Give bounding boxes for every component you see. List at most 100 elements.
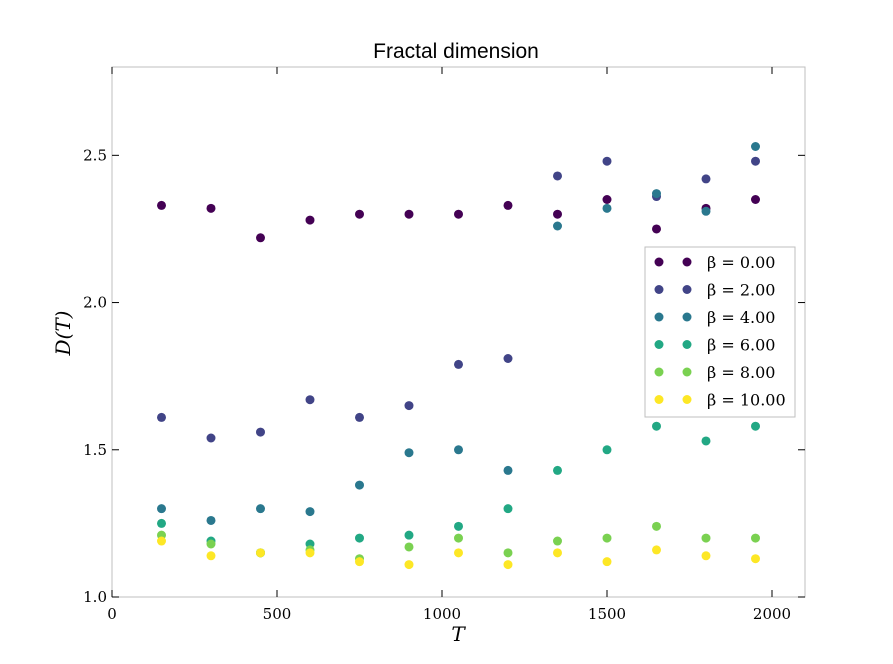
y-tick-label: 1.5 <box>83 441 107 459</box>
data-point <box>355 209 364 219</box>
data-point <box>404 530 414 540</box>
data-point <box>652 521 661 531</box>
legend-marker <box>682 395 692 404</box>
data-point <box>355 557 364 567</box>
data-point <box>157 536 166 546</box>
data-point <box>751 421 760 431</box>
data-point <box>454 533 463 543</box>
legend-marker <box>682 257 692 267</box>
legend-marker <box>654 367 664 377</box>
data-point <box>503 504 513 514</box>
legend-marker <box>654 257 664 267</box>
data-point <box>652 189 661 199</box>
data-point <box>404 209 414 219</box>
x-axis-label: T <box>451 622 466 646</box>
data-point <box>652 545 661 555</box>
legend-label: β = 6.00 <box>707 336 775 355</box>
data-point <box>751 142 760 151</box>
legend-label: β = 10.00 <box>707 391 786 410</box>
data-point <box>404 560 414 570</box>
data-point <box>355 480 364 490</box>
x-tick-label: 2000 <box>753 605 791 623</box>
data-point <box>751 554 760 564</box>
legend-label: β = 0.00 <box>707 253 775 272</box>
data-point <box>503 465 513 475</box>
data-point <box>602 557 612 567</box>
chart-title: Fractal dimension <box>373 40 539 63</box>
data-point <box>602 445 612 455</box>
data-point <box>454 359 463 369</box>
legend-marker <box>654 340 664 349</box>
data-point <box>157 200 166 210</box>
data-point <box>701 436 711 446</box>
data-point <box>751 195 760 204</box>
data-point <box>404 448 414 458</box>
data-point <box>256 548 265 558</box>
data-point <box>701 551 711 561</box>
plot-frame <box>111 66 806 598</box>
legend-marker <box>654 285 664 294</box>
legend-marker <box>682 340 692 349</box>
legend-frame <box>644 246 796 418</box>
data-point <box>454 209 463 219</box>
data-point <box>305 215 315 225</box>
legend-label: β = 4.00 <box>707 308 775 327</box>
data-point <box>751 156 760 166</box>
data-point <box>454 445 463 455</box>
legend-marker <box>682 312 692 322</box>
data-point <box>404 542 414 552</box>
data-point <box>503 354 513 363</box>
data-point <box>355 412 364 422</box>
data-point <box>503 200 513 210</box>
legend-marker <box>654 395 664 404</box>
data-point <box>206 203 216 213</box>
legend-label: β = 8.00 <box>707 363 775 382</box>
data-point <box>553 221 562 231</box>
data-point <box>602 195 612 204</box>
data-point <box>206 539 216 549</box>
data-point <box>553 465 562 475</box>
legend-label: β = 2.00 <box>707 281 775 300</box>
x-tick-label: 0 <box>107 605 117 623</box>
data-point <box>652 224 661 234</box>
legend-marker <box>682 367 692 377</box>
x-tick-label: 1500 <box>588 605 626 623</box>
x-tick-label: 500 <box>263 605 292 623</box>
y-tick-label: 2.5 <box>83 146 107 164</box>
legend-marker <box>654 312 664 322</box>
data-point <box>701 206 711 216</box>
data-point <box>602 156 612 166</box>
data-point <box>305 395 315 405</box>
y-tick-label: 1.0 <box>83 588 107 606</box>
legend-marker <box>682 285 692 294</box>
data-point <box>701 174 711 184</box>
data-point <box>206 551 216 561</box>
data-point <box>305 507 315 517</box>
data-point <box>553 171 562 181</box>
data-point <box>602 533 612 543</box>
data-point <box>256 233 265 243</box>
data-point <box>751 533 760 543</box>
legend: β = 0.00 β = 2.00 β = 4.00 β = 6.00 β = 8.00… <box>644 246 796 418</box>
data-point <box>553 536 562 546</box>
x-tick-label: 1000 <box>423 605 461 623</box>
data-point <box>701 533 711 543</box>
y-axis-label: D(T) <box>51 311 75 357</box>
data-point <box>454 521 463 531</box>
data-point <box>305 548 315 558</box>
data-point <box>206 515 216 525</box>
data-point <box>355 533 364 543</box>
data-point <box>454 548 463 558</box>
data-points <box>157 142 760 570</box>
data-point <box>553 209 562 219</box>
data-point <box>553 548 562 558</box>
data-point <box>602 203 612 213</box>
data-point <box>256 504 265 514</box>
data-point <box>503 560 513 570</box>
data-point <box>157 412 166 422</box>
data-point <box>256 427 265 437</box>
y-tick-label: 2.0 <box>83 294 107 312</box>
data-point <box>503 548 513 558</box>
data-point <box>157 504 166 514</box>
